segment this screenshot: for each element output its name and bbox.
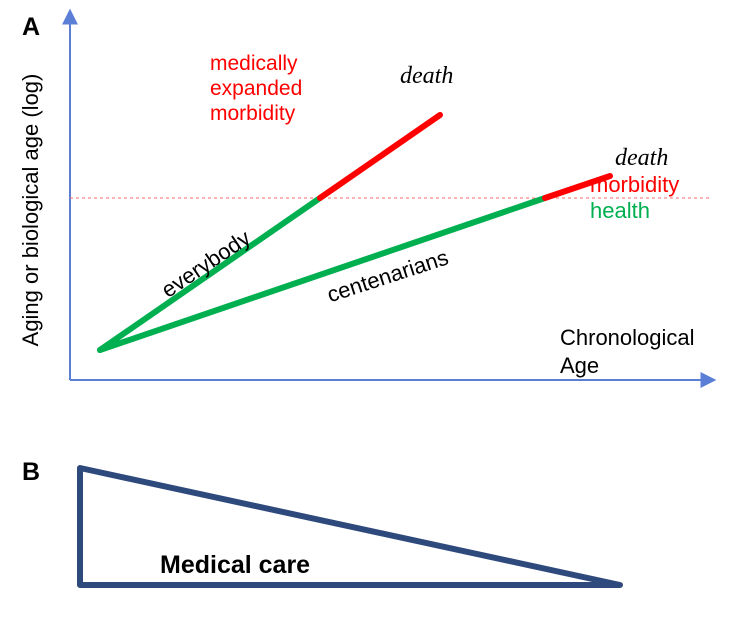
figure-root: A Aging or biological age (log) Chronolo… (0, 0, 745, 624)
x-axis-label-line1: Chronological (560, 325, 695, 350)
panel-b-label: B (22, 458, 40, 486)
line-label-everybody: everybody (157, 225, 255, 302)
annotation-death-right: death (615, 145, 668, 171)
panel-a-label: A (22, 13, 40, 41)
everybody-morbidity-segment (320, 115, 440, 198)
annotation-medically: medically (210, 52, 298, 75)
medical-care-caption: Medical care (160, 551, 310, 579)
annotation-morbidity-word: morbidity (210, 102, 296, 125)
annotation-expanded: expanded (210, 77, 302, 100)
y-axis-label: Aging or biological age (log) (18, 74, 43, 347)
annotation-death-left: death (400, 63, 453, 89)
x-axis-label-line2: Age (560, 353, 599, 378)
threshold-label-health: health (590, 198, 650, 223)
